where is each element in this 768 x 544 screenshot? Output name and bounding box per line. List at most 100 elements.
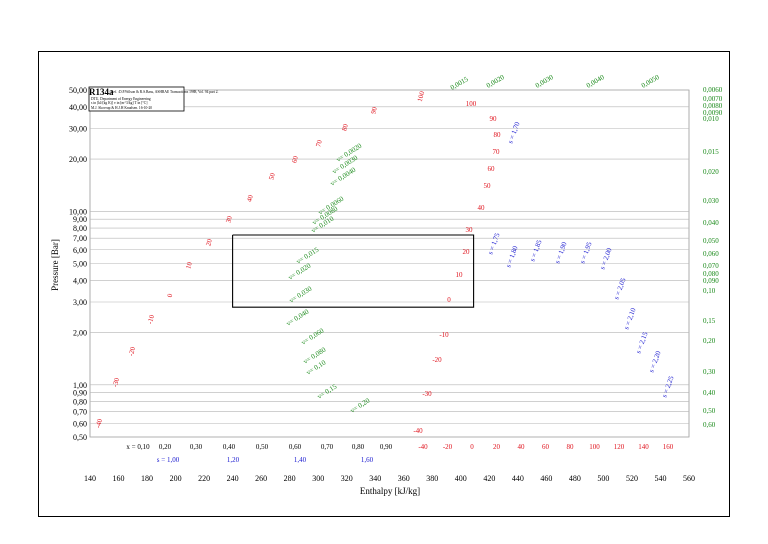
source-line-1: Ref. :D.P.Wilson & R.S.Basu, ASHRAE Tran… <box>111 90 219 95</box>
sat-liquid-temp-label: 40 <box>245 194 255 203</box>
source-line-2: DTU, Department of Energy Engineering <box>91 97 151 102</box>
x-tick-label: 200 <box>170 474 182 483</box>
x-tick-label: 460 <box>540 474 552 483</box>
right-volume-label: 0,20 <box>703 337 716 345</box>
right-volume-label: 0,50 <box>703 407 716 415</box>
right-volume-label: 0,30 <box>703 368 716 376</box>
right-volume-label: 0,010 <box>703 115 719 123</box>
y-tick-label: 0,60 <box>73 419 87 428</box>
sat-liquid-temp-label: -30 <box>111 376 121 388</box>
right-volume-label: 0,040 <box>703 219 719 227</box>
x-tick-label: 560 <box>683 474 695 483</box>
sat-vapour-temp-label: 100 <box>466 100 477 108</box>
y-tick-label: 2,00 <box>73 329 87 338</box>
top-volume-label: 0,0015 <box>449 75 470 92</box>
x-tick-label: 240 <box>227 474 239 483</box>
sat-vapour-temp-label: 80 <box>494 131 502 139</box>
y-tick-label: 5,00 <box>73 260 87 269</box>
bottom-temp-label: 60 <box>542 443 550 451</box>
entropy-bottom-label: 1,40 <box>294 456 307 464</box>
x-tick-label: 320 <box>341 474 353 483</box>
right-volume-label: 0,0060 <box>703 86 723 94</box>
sat-vapour-temp-label: 20 <box>463 248 471 256</box>
quality-label: 0,40 <box>223 443 236 451</box>
x-tick-label: 400 <box>455 474 467 483</box>
x-tick-label: 440 <box>512 474 524 483</box>
right-volume-label: 0,60 <box>703 421 716 429</box>
right-volume-label: 0,0080 <box>703 102 723 110</box>
title-box <box>88 86 185 112</box>
right-volume-label: 0,020 <box>703 168 719 176</box>
top-volume-label: 0,0030 <box>534 73 555 90</box>
y-tick-label: 0,80 <box>73 398 87 407</box>
bottom-temp-label: 140 <box>638 443 649 451</box>
sat-vapour-temp-label: 40 <box>478 204 486 212</box>
label-group: 50,00 40,00 30,00 20,00 10,009,008,007,00 6,0… <box>69 73 723 483</box>
sat-liquid-temp-label: 20 <box>204 238 214 247</box>
chart-frame <box>38 51 730 517</box>
y-tick-label: 6,00 <box>73 246 87 255</box>
sat-liquid-temp-label: 80 <box>340 123 350 132</box>
sat-vapour-temp-label: 90 <box>490 115 498 123</box>
quality-label: 0,90 <box>380 443 393 451</box>
bottom-temp-label: 100 <box>589 443 600 451</box>
sat-vapour-temp-label: -20 <box>432 356 442 364</box>
sat-vapour-temp-label: 0 <box>447 296 451 304</box>
quality-label: 0,50 <box>256 443 269 451</box>
entropy-label: s = 2,10 <box>622 306 637 330</box>
sat-liquid-temp-label: 30 <box>224 215 234 224</box>
y-tick-label: 40,00 <box>69 103 87 112</box>
inner-volume-label: v= 0,030 <box>288 284 314 304</box>
y-tick-label: 8,00 <box>73 224 87 233</box>
sat-liquid-temp-label: 60 <box>290 155 300 164</box>
quality-label: 0,60 <box>289 443 302 451</box>
source-line-4: M.J. Skovrup & H.J.H Knudsen. 16-10-20 <box>91 106 152 110</box>
sat-liquid-temp-label: 0 <box>166 292 175 298</box>
right-volume-label: 0,030 <box>703 197 719 205</box>
right-volume-label: 0,090 <box>703 277 719 285</box>
right-volume-label: 0,070 <box>703 262 719 270</box>
x-tick-label: 340 <box>369 474 381 483</box>
source-line-3: s in [kJ/(kg K)] v in [m^3/kg] T in [°C] <box>91 101 147 105</box>
x-tick-label: 540 <box>654 474 666 483</box>
inner-volume-label: v= 0,040 <box>285 307 311 327</box>
y-tick-label: 4,00 <box>73 276 87 285</box>
cycle-line <box>232 234 475 308</box>
entropy-bottom-label: 1,60 <box>361 456 374 464</box>
right-volume-label: 0,15 <box>703 317 716 325</box>
sat-liquid-temp-label: 70 <box>314 139 324 148</box>
entropy-label: s = 2,25 <box>660 374 675 398</box>
entropy-label: s = 2,15 <box>634 330 649 354</box>
y-tick-label: 10,00 <box>69 207 87 216</box>
inner-volume-label: v= 0,060 <box>300 326 326 346</box>
right-volume-label: 0,015 <box>703 148 719 156</box>
bottom-temp-label: 120 <box>614 443 625 451</box>
quality-label: 0,30 <box>190 443 203 451</box>
top-volume-label: 0,0040 <box>585 73 606 90</box>
sat-vapour-temp-label: -30 <box>422 390 432 398</box>
bottom-temp-label: 0 <box>470 443 474 451</box>
bottom-temp-label: -20 <box>443 443 453 451</box>
right-volume-label: 0,050 <box>703 237 719 245</box>
bottom-temp-label: 160 <box>663 443 674 451</box>
x-tick-label: 380 <box>426 474 438 483</box>
sat-liquid-temp-label: 90 <box>369 106 379 115</box>
y-tick-label: 0,90 <box>73 389 87 398</box>
sat-liquid-temp-label: 100 <box>416 90 427 103</box>
right-volume-label: 0,40 <box>703 389 716 397</box>
sat-liquid-temp-label: 50 <box>267 172 277 181</box>
x-tick-label: 180 <box>141 474 153 483</box>
right-volume-label: 0,0090 <box>703 109 723 117</box>
right-volume-label: 0,080 <box>703 270 719 278</box>
x-tick-label: 300 <box>312 474 324 483</box>
sat-liquid-temp-label: 10 <box>184 261 194 270</box>
x-tick-label: 480 <box>569 474 581 483</box>
y-tick-label: 3,00 <box>73 298 87 307</box>
entropy-label: s = 1,85 <box>528 238 543 262</box>
top-volume-label: 0,0020 <box>485 73 506 90</box>
x-tick-label: 160 <box>113 474 125 483</box>
quality-label: x = 0,10 <box>126 443 150 451</box>
chart-title: R134a <box>89 87 114 97</box>
bottom-temp-label: -40 <box>418 443 428 451</box>
